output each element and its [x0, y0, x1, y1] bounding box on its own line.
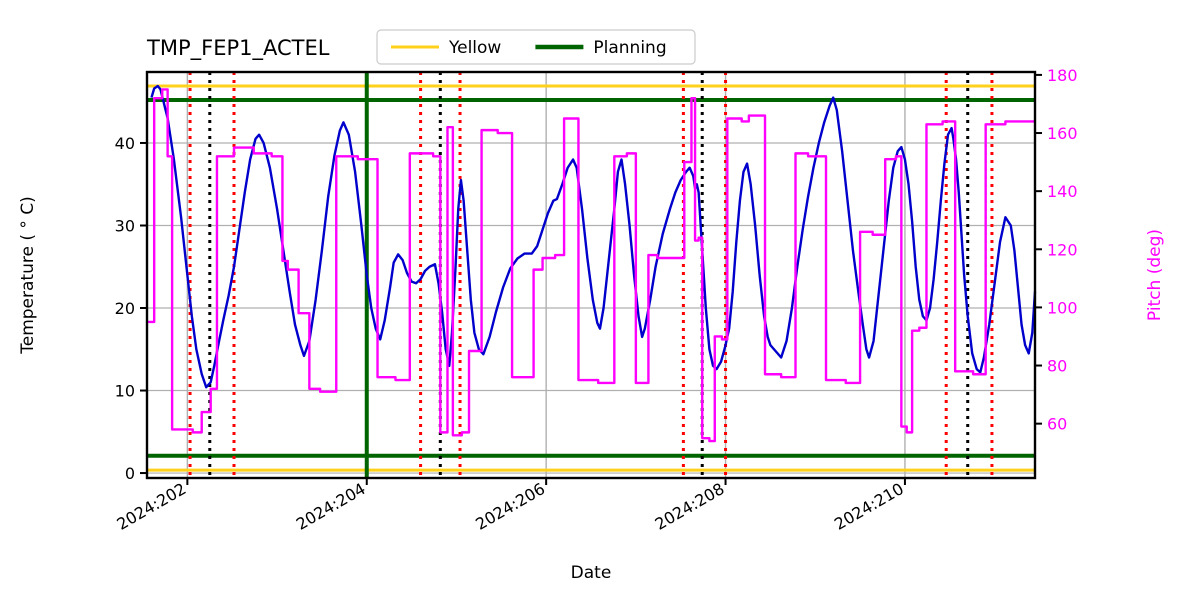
y2-tick-label: 100 [1047, 298, 1078, 317]
legend[interactable]: Yellow Planning [376, 29, 696, 65]
y-tick-label: 30 [115, 216, 135, 235]
y-tick-label: 40 [115, 134, 135, 153]
legend-label-planning[interactable]: Planning [593, 38, 666, 58]
y-tick-label: 20 [115, 299, 135, 318]
x-axis-label: Date [571, 563, 612, 583]
plot-frame [145, 70, 1037, 480]
plot-border [145, 70, 1037, 480]
limit-lines [147, 84, 1035, 472]
y2-axis-label: Pitch (deg) [1145, 229, 1165, 321]
y-tick-label: 10 [115, 382, 135, 401]
series-line-pitch [147, 88, 1035, 443]
y2-tick-label: 120 [1047, 240, 1078, 259]
grid-lines [147, 72, 1035, 478]
legend-label-yellow[interactable]: Yellow [448, 38, 501, 58]
series-line-temperature [150, 84, 1037, 389]
y2-tick-label: 80 [1047, 357, 1067, 376]
y2-tick-label: 60 [1047, 415, 1067, 434]
data-series [147, 84, 1037, 443]
y-tick-label: 0 [125, 464, 135, 483]
y2-tick-label: 180 [1047, 66, 1078, 85]
y2-tick-label: 140 [1047, 182, 1078, 201]
y2-tick-label: 160 [1047, 124, 1078, 143]
chart-title: TMP_FEP1_ACTEL [146, 36, 330, 61]
y-axis-label: Temperature ( ° C) [18, 196, 38, 355]
